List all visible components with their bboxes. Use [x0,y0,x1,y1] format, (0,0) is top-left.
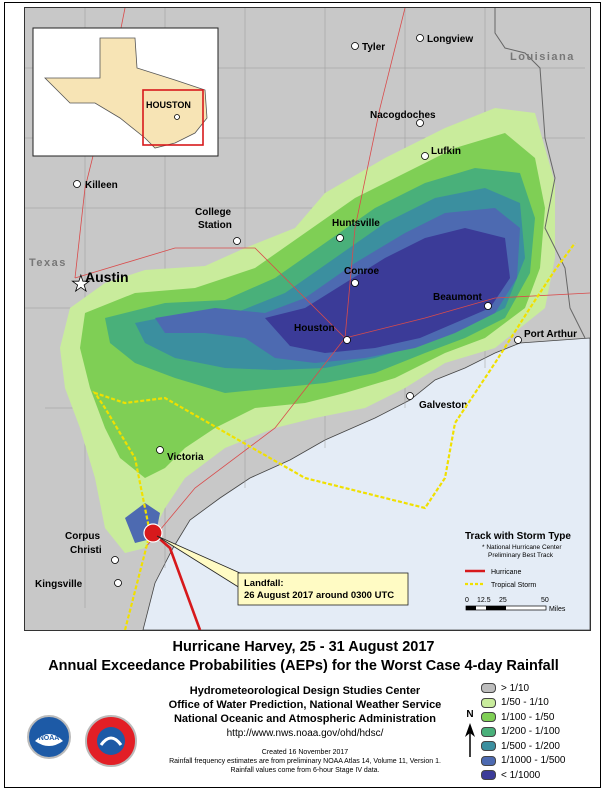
track-legend-note2: Preliminary Best Track [488,552,554,559]
noaa-logo: NOAA [27,715,71,759]
city-port-arthur: Port Arthur [524,329,577,340]
aep-legend-label: 1/1000 - 1/500 [501,755,566,767]
track-legend: Track with Storm Type * National Hurrica… [465,531,571,589]
inset-label: HOUSTON [146,100,191,110]
city-killeen: Killeen [85,180,118,191]
city-tyler: Tyler [362,42,385,53]
city-conroe: Conroe [344,266,379,277]
scale-unit: Miles [549,606,566,613]
aep-legend-item: 1/500 - 1/200 [481,739,591,754]
city-markers: Tyler Longview Nacogdoches Lufkin Killee… [35,34,577,590]
landfall-box [237,572,409,606]
aep-legend-swatch [481,726,496,737]
legend-hurricane-label: Hurricane [491,569,521,576]
city-longview: Longview [427,34,473,45]
aep-zone-lt-1-1000 [265,228,510,353]
inset-map: HOUSTON [32,27,219,157]
city-lufkin: Lufkin [431,146,461,157]
scale-tick-1: 12.5 [477,597,491,604]
inset-texas [44,37,208,149]
map-footer: Hurricane Harvey, 25 - 31 August 2017 An… [5,631,602,787]
city-station: Station [198,220,232,231]
aep-legend-label: 1/200 - 1/100 [501,726,560,738]
aep-legend-label: 1/500 - 1/200 [501,740,560,752]
track-legend-title: Track with Storm Type [465,531,571,542]
aep-legend-label: < 1/1000 [501,769,541,781]
city-victoria: Victoria [167,452,204,463]
figure-subtitle: Annual Exceedance Probabilities (AEPs) f… [48,658,559,674]
aep-legend-label: 1/50 - 1/10 [501,697,549,709]
city-christi: Christi [70,545,102,556]
svg-text:NOAA: NOAA [39,735,60,742]
track-legend-note1: * National Hurricane Center [482,544,562,551]
city-austin: Austin [85,269,129,285]
region-louisiana: Louisiana [510,51,575,63]
aep-legend-item: 1/50 - 1/10 [481,696,591,711]
aep-legend-item: > 1/10 [481,681,591,696]
city-houston: Houston [294,323,335,334]
region-texas: Texas [29,257,67,269]
nws-logo [85,715,137,767]
agency-line-1: Hydrometeorological Design Studies Cente… [189,685,421,697]
scale-tick-2: 25 [499,597,507,604]
city-huntsville: Huntsville [332,218,380,229]
map-canvas: HOUSTON Louisiana Texas Tyler Longview N… [25,8,590,630]
created-date: Created 16 November 2017 [261,749,349,756]
rainfall-map: HOUSTON Louisiana Texas Tyler Longview N… [24,7,591,631]
city-nacogdoches: Nacogdoches [370,110,436,121]
aep-legend-swatch [481,741,496,752]
city-college: College [195,207,232,218]
aep-legend-item: 1/200 - 1/100 [481,725,591,740]
aep-legend-label: > 1/10 [501,682,530,694]
star-icon: ★ [71,271,91,296]
aep-legend-item: 1/1000 - 1/500 [481,754,591,769]
landfall-marker [143,523,163,543]
aep-legend-swatch [481,770,496,781]
scale-bar: 0 12.5 25 50 Miles [465,597,566,613]
aep-legend-item: < 1/1000 [481,768,591,783]
landfall-text: 26 August 2017 around 0300 UTC [244,590,394,601]
landfall-title: Landfall: [244,578,284,589]
city-kingsville: Kingsville [35,579,83,590]
inset-highlight-box [142,89,204,146]
city-galveston: Galveston [419,400,467,411]
louisiana-border [494,8,586,339]
source-url: http://www.nws.noaa.gov/ohd/hdsc/ [226,728,384,739]
aep-legend-label: 1/100 - 1/50 [501,711,555,723]
aep-legend-swatch [481,683,496,694]
scale-tick-3: 50 [541,597,549,604]
aep-legend: > 1/10 1/50 - 1/10 1/100 - 1/50 1/200 - 1/1… [481,681,591,783]
agency-line-3: National Oceanic and Atmospheric Adminis… [173,713,436,725]
aep-legend-swatch [481,755,496,766]
aep-legend-swatch [481,697,496,708]
north-arrow-icon [465,723,475,757]
agency-line-2: Office of Water Prediction, National Wea… [168,699,442,711]
track-tropical-storm [92,242,576,630]
gulf-of-mexico [142,337,590,630]
legend-tropical-label: Tropical Storm [491,582,536,589]
figure-title: Hurricane Harvey, 25 - 31 August 2017 [172,639,435,655]
aep-legend-item: 1/100 - 1/50 [481,710,591,725]
map-figure: HOUSTON Louisiana Texas Tyler Longview N… [4,2,601,788]
aep-legend-swatch [481,712,496,723]
city-corpus: Corpus [65,531,100,542]
method-note-2: Rainfall values come from 6-hour Stage I… [230,767,380,774]
north-label: N [466,709,474,720]
method-note-1: Rainfall frequency estimates are from pr… [169,758,441,765]
scale-tick-0: 0 [465,597,469,604]
city-beaumont: Beaumont [433,292,483,303]
